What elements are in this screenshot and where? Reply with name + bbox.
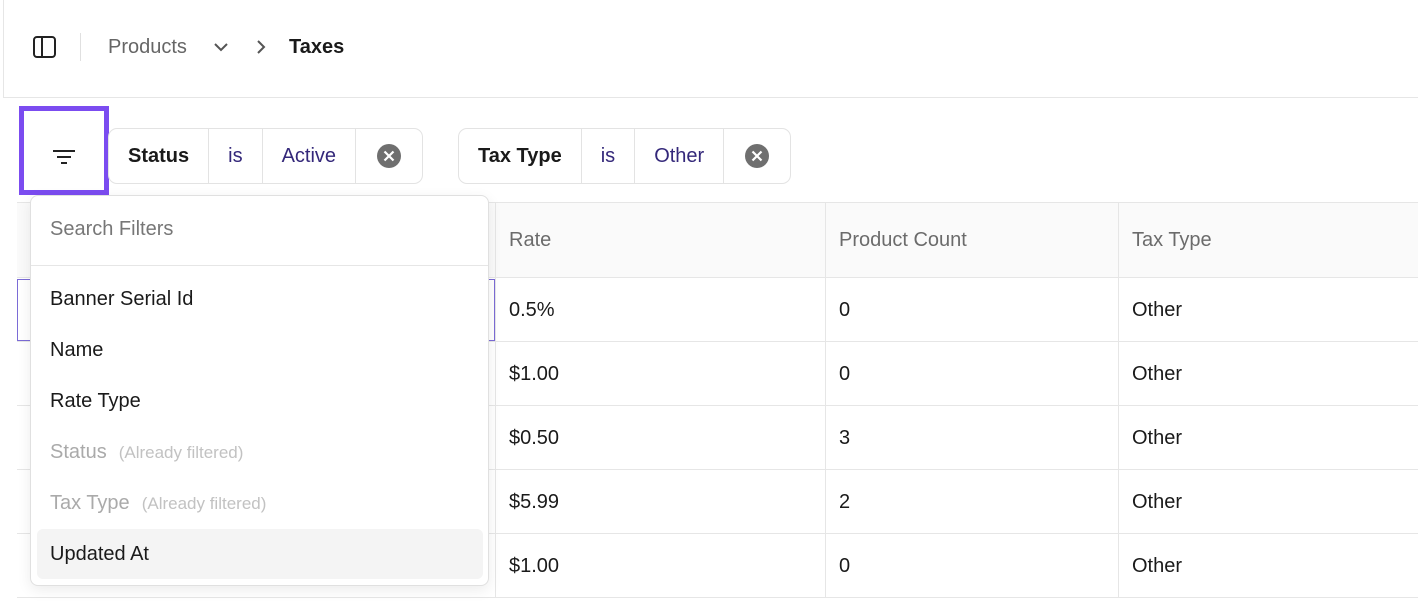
option-label: Banner Serial Id: [50, 288, 194, 310]
option-note: (Already filtered): [141, 494, 267, 513]
table-cell: Other: [1118, 342, 1410, 406]
table-cell: $0.50: [495, 406, 825, 470]
filter-value[interactable]: Other: [635, 129, 725, 183]
chevron-right: [257, 40, 266, 54]
divider: [31, 265, 488, 266]
filter-option[interactable]: Updated At: [37, 529, 483, 579]
breadcrumb-parent[interactable]: Products: [108, 36, 187, 58]
filter-chip: Tax Type is Other: [458, 128, 792, 184]
filter-option[interactable]: Banner Serial Id: [37, 274, 483, 324]
filter-operator[interactable]: is: [582, 129, 636, 183]
column-header[interactable]: Tax Type: [1118, 202, 1410, 278]
table-cell: 0: [825, 534, 1118, 598]
filter-value[interactable]: Active: [263, 129, 357, 183]
table-row: [17, 278, 1418, 342]
table-row: [17, 534, 1418, 598]
remove-filter[interactable]: [724, 129, 790, 183]
sidebar-toggle[interactable]: [32, 35, 58, 59]
table-cell: 2: [825, 470, 1118, 534]
table-row: [17, 470, 1418, 534]
breadcrumb-current: Taxes: [289, 36, 345, 58]
table-cell: 3: [825, 406, 1118, 470]
filter-chip: Status is Active: [108, 128, 424, 184]
option-label: Rate Type: [50, 390, 141, 412]
close-icon: [745, 144, 770, 168]
option-label: Updated At: [50, 543, 149, 565]
table-cell: 0: [825, 342, 1118, 406]
remove-filter[interactable]: [356, 129, 422, 183]
table-row: [17, 342, 1418, 406]
filter-operator[interactable]: is: [209, 129, 263, 183]
table-row: [17, 406, 1418, 470]
filter-button[interactable]: [19, 106, 109, 195]
chevron-down[interactable]: [212, 40, 230, 54]
table-cell: Other: [1118, 534, 1410, 598]
table-cell: 0: [825, 278, 1118, 342]
column-header[interactable]: Rate: [495, 202, 825, 278]
option-label: Status: [50, 441, 107, 463]
filter-field[interactable]: Status: [109, 129, 210, 183]
filter-option: Status (Already filtered): [37, 427, 483, 477]
filter-option[interactable]: Rate Type: [37, 376, 483, 426]
table-cell: Other: [1118, 470, 1410, 534]
table-cell: 0.5%: [495, 278, 825, 342]
table-cell: Other: [1118, 406, 1410, 470]
close-icon: [377, 144, 402, 168]
filter-menu: Search Filters Banner Serial Id Name Rate …: [30, 195, 489, 586]
filter-option[interactable]: Name: [37, 325, 483, 375]
table-cell: $5.99: [495, 470, 825, 534]
option-label: Name: [50, 339, 104, 361]
table-cell: $1.00: [495, 534, 825, 598]
option-note: (Already filtered): [118, 443, 244, 462]
option-label: Tax Type: [50, 492, 130, 514]
filter-option: Tax Type (Already filtered): [37, 478, 483, 528]
filter-field[interactable]: Tax Type: [459, 129, 582, 183]
column-header[interactable]: Product Count: [825, 202, 1118, 278]
filter-icon: [53, 150, 75, 164]
table-cell: $1.00: [495, 342, 825, 406]
divider: [80, 33, 81, 61]
search-input[interactable]: Search Filters: [50, 218, 174, 240]
table-cell: Other: [1118, 278, 1410, 342]
top-bar: [3, 0, 1418, 98]
